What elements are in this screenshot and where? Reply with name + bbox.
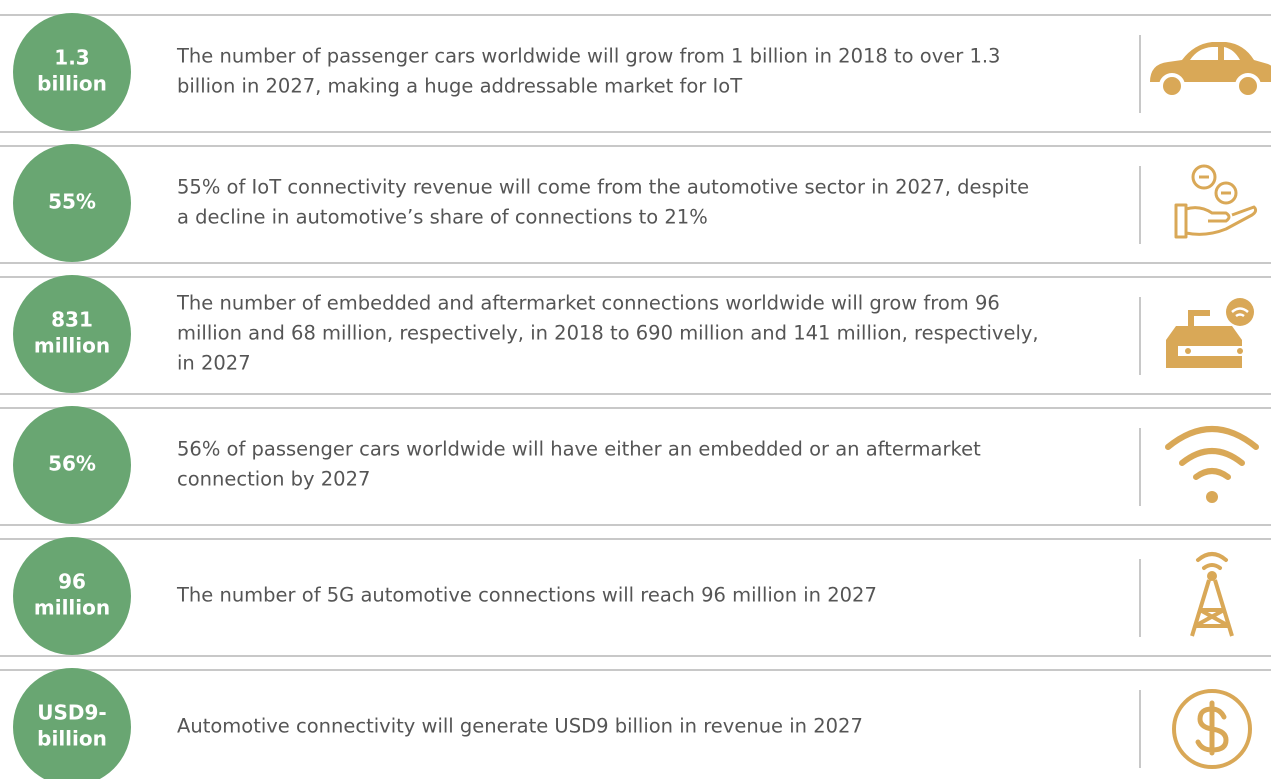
description: 55% of IoT connectivity revenue will com… bbox=[177, 176, 1029, 199]
description: 56% of passenger cars worldwide will hav… bbox=[177, 438, 981, 461]
stat-value: million bbox=[34, 596, 110, 620]
stat-value: 56% bbox=[48, 452, 96, 476]
icon bbox=[1166, 298, 1254, 368]
description: million and 68 million, respectively, in… bbox=[177, 322, 1039, 345]
description: connection by 2027 bbox=[177, 468, 370, 491]
stat-value: USD9- bbox=[37, 701, 106, 725]
description: a decline in automotive’s share of conne… bbox=[177, 206, 708, 229]
description: The number of 5G automotive connections … bbox=[176, 584, 877, 607]
stat-value: 96 bbox=[58, 570, 86, 594]
stat-circle bbox=[13, 13, 131, 131]
description: billion in 2027, making a huge addressab… bbox=[177, 75, 742, 98]
icon bbox=[1190, 552, 1234, 637]
stat-circle bbox=[13, 406, 131, 524]
description: in 2027 bbox=[177, 352, 251, 375]
stat-value: 55% bbox=[48, 190, 96, 214]
stat-value: 831 bbox=[51, 308, 93, 332]
icon bbox=[1165, 426, 1259, 503]
description: Automotive connectivity will generate US… bbox=[177, 715, 863, 738]
stat-value: billion bbox=[37, 727, 107, 751]
stat-circle bbox=[13, 275, 131, 393]
description: The number of embedded and aftermarket c… bbox=[176, 292, 1000, 315]
stat-value: million bbox=[34, 334, 110, 358]
stat-circle bbox=[13, 537, 131, 655]
stat-value: billion bbox=[37, 72, 107, 96]
stat-circle bbox=[13, 144, 131, 262]
icon bbox=[1150, 42, 1271, 99]
stat-value: 1.3 bbox=[54, 46, 89, 70]
stat-circle bbox=[13, 668, 131, 779]
icon bbox=[1174, 164, 1258, 239]
description: The number of passenger cars worldwide w… bbox=[176, 45, 1000, 68]
icon bbox=[1172, 689, 1252, 769]
